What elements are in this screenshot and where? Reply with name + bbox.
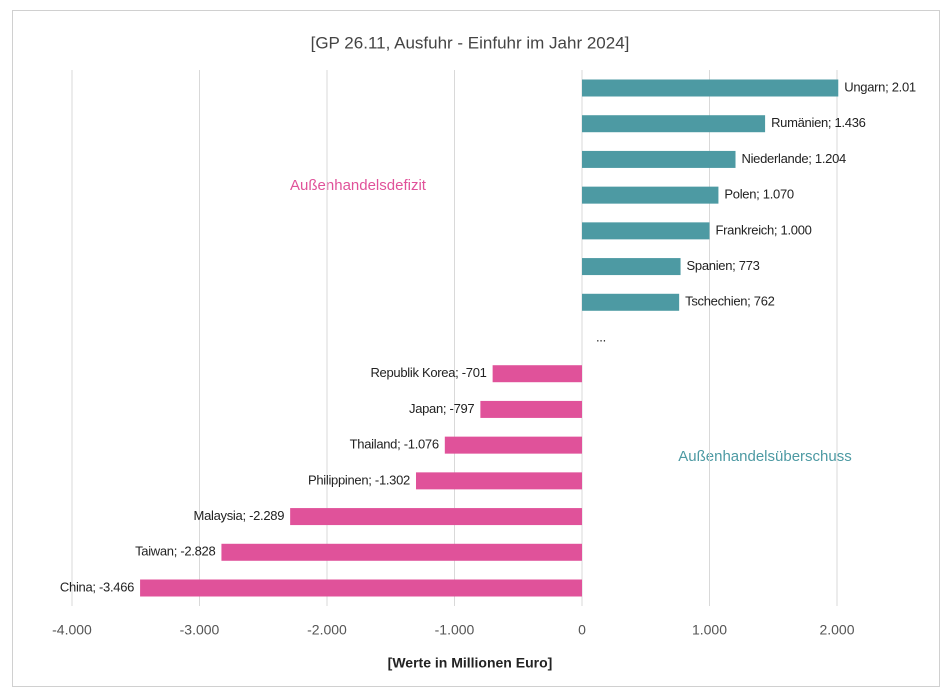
chart-title: [GP 26.11, Ausfuhr - Einfuhr im Jahr 202… (311, 33, 630, 52)
data-label: Rumänien; 1.436 (771, 115, 866, 130)
bar (221, 543, 582, 561)
x-tick-label: -1.000 (435, 622, 475, 638)
bar (290, 508, 582, 526)
x-tick-label: -4.000 (52, 622, 92, 638)
x-tick-label: -3.000 (180, 622, 220, 638)
data-label: Philippinen; -1.302 (308, 472, 410, 487)
data-label: Malaysia; -2.289 (194, 508, 285, 523)
annotation: Außenhandelsdefizit (290, 177, 427, 194)
x-tick-label: 2.000 (819, 622, 854, 638)
bar (582, 258, 681, 276)
x-axis-label: [Werte in Millionen Euro] (388, 655, 553, 671)
bar (492, 365, 582, 383)
data-label: Ungarn; 2.01 (844, 79, 916, 94)
bar (415, 472, 582, 490)
data-label: Polen; 1.070 (724, 187, 793, 202)
data-label: ... (596, 329, 606, 344)
annotation: Außenhandelsüberschuss (678, 448, 851, 465)
data-label: Niederlande; 1.204 (742, 151, 847, 166)
x-tick-label: 1.000 (692, 622, 727, 638)
bar (582, 186, 719, 204)
data-label: Taiwan; -2.828 (135, 544, 215, 559)
bar (480, 400, 582, 418)
bar (444, 436, 582, 454)
bar (582, 293, 680, 311)
data-label: Japan; -797 (409, 401, 474, 416)
data-label: China; -3.466 (60, 579, 134, 594)
data-label: Republik Korea; -701 (370, 365, 486, 380)
bar (582, 115, 766, 133)
data-label: Thailand; -1.076 (350, 437, 439, 452)
x-tick-label: 0 (578, 622, 586, 638)
chart-frame (12, 10, 940, 687)
bar (582, 150, 736, 168)
data-label: Frankreich; 1.000 (716, 222, 812, 237)
bar (582, 222, 710, 240)
bar (140, 579, 582, 597)
data-label: Spanien; 773 (687, 258, 760, 273)
bar (582, 79, 839, 97)
x-tick-label: -2.000 (307, 622, 347, 638)
data-label: Tschechien; 762 (685, 294, 775, 309)
